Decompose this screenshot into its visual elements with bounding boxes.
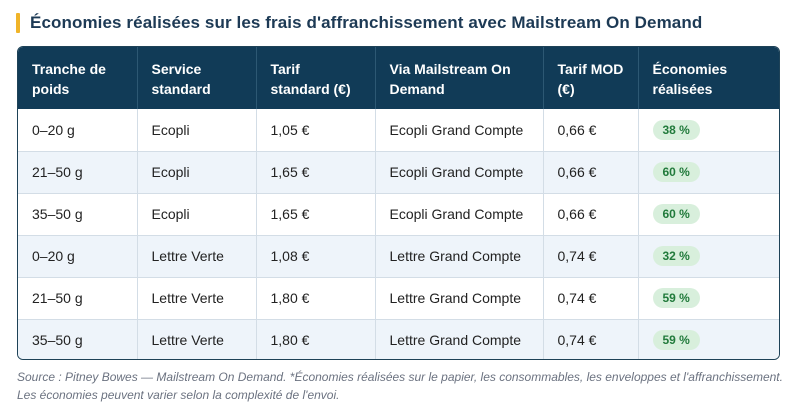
table-row: 35–50 g Lettre Verte 1,80 € Lettre Grand… xyxy=(18,318,779,359)
cell-weight: 0–20 g xyxy=(18,234,138,277)
cell-mod-rate: 0,74 € xyxy=(543,234,639,277)
savings-badge: 38 % xyxy=(652,119,700,140)
cell-mod-rate: 0,74 € xyxy=(543,276,639,319)
savings-table-container: Tranche de poids Service standard Tarif … xyxy=(17,46,780,360)
cell-mod-service: Lettre Grand Compte xyxy=(375,276,544,319)
cell-savings: 59 % xyxy=(638,276,779,319)
cell-mod-service: Ecopli Grand Compte xyxy=(375,109,544,151)
header-mod-service: Via Mailstream On Demand xyxy=(375,47,544,109)
cell-weight: 21–50 g xyxy=(18,150,138,193)
header-standard-service: Service standard xyxy=(137,47,257,109)
cell-standard-service: Lettre Verte xyxy=(137,318,257,359)
cell-savings: 60 % xyxy=(638,192,779,235)
cell-mod-service: Ecopli Grand Compte xyxy=(375,150,544,193)
cell-standard-rate: 1,08 € xyxy=(256,234,376,277)
savings-badge: 59 % xyxy=(652,330,700,351)
page-title: Économies réalisées sur les frais d'affr… xyxy=(30,13,703,32)
header-savings: Économies réalisées xyxy=(652,61,728,97)
header-weight-range: Tranche de poids xyxy=(18,47,138,109)
cell-standard-rate: 1,65 € xyxy=(256,150,376,193)
cell-mod-service: Ecopli Grand Compte xyxy=(375,192,544,235)
cell-standard-rate: 1,80 € xyxy=(256,318,376,359)
savings-badge: 60 % xyxy=(652,162,700,182)
cell-mod-rate: 0,66 € xyxy=(543,109,639,151)
table-row: 35–50 g Ecopli 1,65 € Ecopli Grand Compt… xyxy=(18,192,779,235)
cell-standard-rate: 1,65 € xyxy=(256,192,376,235)
savings-badge: 32 % xyxy=(652,246,700,266)
savings-badge: 60 % xyxy=(652,204,700,224)
cell-savings: 59 % xyxy=(638,318,779,359)
cell-savings: 38 % xyxy=(638,109,779,151)
cell-standard-rate: 1,05 € xyxy=(256,109,376,151)
table-header-row: Tranche de poids Service standard Tarif … xyxy=(18,47,779,109)
savings-badge: 59 % xyxy=(652,288,700,308)
cell-weight: 21–50 g xyxy=(18,276,138,319)
cell-standard-rate: 1,80 € xyxy=(256,276,376,319)
cell-mod-service: Lettre Grand Compte xyxy=(375,318,544,359)
table-row: 21–50 g Ecopli 1,65 € Ecopli Grand Compt… xyxy=(18,150,779,193)
source-note: Source : Pitney Bowes — Mailstream On De… xyxy=(17,370,783,402)
cell-mod-rate: 0,66 € xyxy=(543,150,639,193)
header-mod-rate: Tarif MOD (€) xyxy=(543,47,639,109)
table-row: 21–50 g Lettre Verte 1,80 € Lettre Grand… xyxy=(18,276,779,319)
cell-standard-service: Ecopli xyxy=(137,192,257,235)
savings-table: Tranche de poids Service standard Tarif … xyxy=(18,47,779,359)
cell-standard-service: Ecopli xyxy=(137,109,257,151)
table-row: 0–20 g Ecopli 1,05 € Ecopli Grand Compte… xyxy=(18,109,779,151)
cell-standard-service: Lettre Verte xyxy=(137,234,257,277)
header-standard-rate: Tarif standard (€) xyxy=(256,47,376,109)
title-accent-bar xyxy=(16,13,20,33)
cell-mod-service: Lettre Grand Compte xyxy=(375,234,544,277)
table-row: 0–20 g Lettre Verte 1,08 € Lettre Grand … xyxy=(18,234,779,277)
cell-weight: 35–50 g xyxy=(18,192,138,235)
cell-weight: 35–50 g xyxy=(18,318,138,359)
cell-savings: 60 % xyxy=(638,150,779,193)
cell-mod-rate: 0,74 € xyxy=(543,318,639,359)
title-block: Économies réalisées sur les frais d'affr… xyxy=(16,12,702,34)
cell-savings: 32 % xyxy=(638,234,779,277)
cell-weight: 0–20 g xyxy=(18,109,138,151)
cell-standard-service: Lettre Verte xyxy=(137,276,257,319)
cell-standard-service: Ecopli xyxy=(137,150,257,193)
cell-mod-rate: 0,66 € xyxy=(543,192,639,235)
